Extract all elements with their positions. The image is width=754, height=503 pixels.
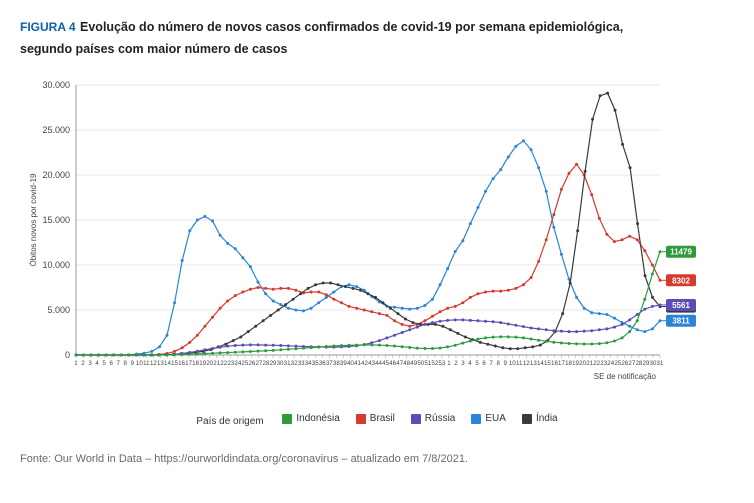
legend-item: EUA [471, 413, 506, 424]
svg-text:5561: 5561 [672, 301, 690, 310]
svg-text:3: 3 [461, 360, 465, 367]
svg-text:6: 6 [482, 360, 486, 367]
legend-item: Indonésia [282, 413, 339, 424]
legend-label: Indonésia [296, 413, 339, 424]
legend-label: Rússia [425, 413, 456, 424]
legend-item: Brasil [356, 413, 395, 424]
svg-text:2: 2 [81, 360, 85, 367]
svg-text:30.000: 30.000 [42, 80, 70, 90]
svg-text:0: 0 [65, 350, 70, 360]
svg-text:31: 31 [657, 360, 664, 367]
svg-text:9: 9 [131, 360, 135, 367]
svg-text:1: 1 [74, 360, 78, 367]
figure-title: Evolução do número de novos casos confir… [20, 20, 623, 56]
legend-label: EUA [485, 413, 506, 424]
svg-text:53: 53 [438, 360, 445, 367]
figure-label: FIGURA 4 [20, 20, 76, 34]
svg-text:4: 4 [468, 360, 472, 367]
svg-text:5: 5 [475, 360, 479, 367]
legend-swatch [356, 414, 366, 424]
legend-swatch [411, 414, 421, 424]
svg-text:7: 7 [116, 360, 120, 367]
legend: País de origem Indonésia Brasil Rússia EUA Í… [20, 413, 734, 427]
svg-text:3811: 3811 [672, 317, 690, 326]
svg-text:Óbitos novos por covid-19: Óbitos novos por covid-19 [29, 173, 38, 266]
svg-text:25.000: 25.000 [42, 125, 70, 135]
svg-text:20.000: 20.000 [42, 170, 70, 180]
svg-text:8: 8 [124, 360, 128, 367]
svg-text:7: 7 [489, 360, 493, 367]
svg-text:8: 8 [496, 360, 500, 367]
legend-item: Rússia [411, 413, 456, 424]
legend-label: Índia [536, 413, 558, 424]
legend-title: País de origem [196, 416, 263, 427]
legend-swatch [282, 414, 292, 424]
legend-swatch [471, 414, 481, 424]
legend-swatch [522, 414, 532, 424]
legend-item: Índia [522, 413, 558, 424]
svg-text:15.000: 15.000 [42, 215, 70, 225]
svg-text:5.000: 5.000 [47, 305, 70, 315]
svg-text:6: 6 [109, 360, 113, 367]
source-note: Fonte: Our World in Data – https://ourwo… [20, 453, 734, 465]
svg-text:5: 5 [102, 360, 106, 367]
chart-container: 0 5.000 10.000 15.000 20.000 25.000 30.000 Óbit… [20, 77, 720, 407]
svg-text:8302: 8302 [672, 276, 690, 285]
svg-text:2: 2 [454, 360, 458, 367]
legend-label: Brasil [370, 413, 395, 424]
svg-text:3: 3 [88, 360, 92, 367]
svg-text:9: 9 [503, 360, 507, 367]
svg-text:1: 1 [447, 360, 451, 367]
line-chart: 0 5.000 10.000 15.000 20.000 25.000 30.000 Óbit… [20, 77, 720, 407]
svg-text:SE de notificação: SE de notificação [594, 372, 657, 381]
svg-text:11479: 11479 [670, 248, 692, 257]
svg-text:4: 4 [95, 360, 99, 367]
figure-heading: FIGURA 4 Evolução do número de novos cas… [20, 16, 660, 59]
svg-text:10.000: 10.000 [42, 260, 70, 270]
